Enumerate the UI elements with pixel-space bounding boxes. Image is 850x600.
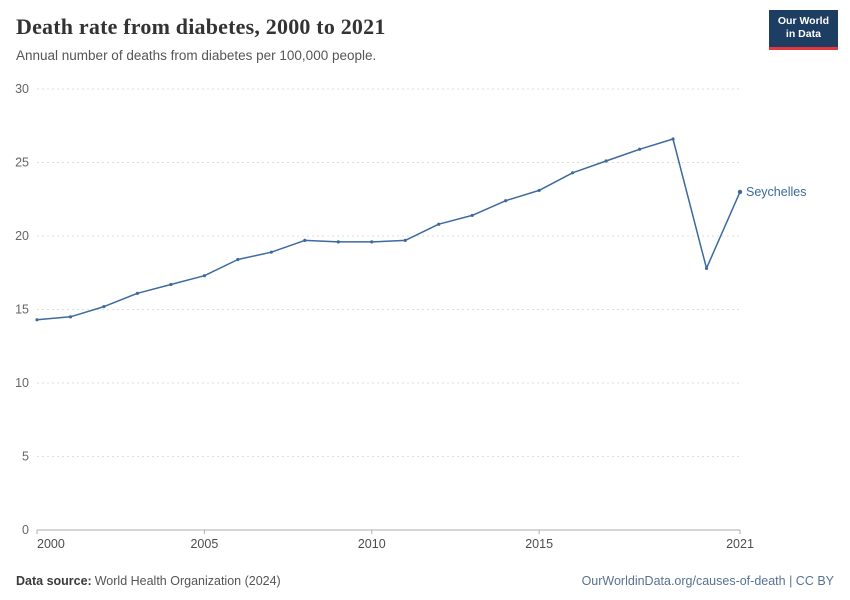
data-point xyxy=(437,222,441,226)
logo-line1: Our World xyxy=(777,15,829,27)
data-point xyxy=(671,137,675,141)
data-point xyxy=(236,257,240,262)
series-line xyxy=(36,138,741,321)
chart-footer: Data source: World Health Organization (2… xyxy=(16,574,834,588)
series-label: Seychelles xyxy=(746,185,806,199)
y-axis-label: 15 xyxy=(15,303,29,317)
data-point xyxy=(704,266,709,270)
data-source-value: World Health Organization (2024) xyxy=(94,574,281,588)
logo-line2: in Data xyxy=(785,28,821,40)
data-source-label: Data source: xyxy=(16,574,92,588)
y-axis-label: 30 xyxy=(15,82,29,96)
data-point xyxy=(604,159,608,163)
y-axis-label: 25 xyxy=(15,156,29,170)
data-point xyxy=(370,240,374,244)
data-point xyxy=(571,171,575,175)
series-end-marker xyxy=(737,189,743,195)
chart-subtitle: Annual number of deaths from diabetes pe… xyxy=(16,48,377,63)
x-axis-label: 2005 xyxy=(190,537,218,551)
chart-header: Death rate from diabetes, 2000 to 2021 A… xyxy=(16,14,760,63)
x-axis-label: 2000 xyxy=(37,537,65,551)
data-point xyxy=(202,274,206,278)
x-axis-label: 2021 xyxy=(726,537,754,551)
data-point xyxy=(303,238,307,243)
page-title: Death rate from diabetes, 2000 to 2021 xyxy=(16,14,386,39)
data-point xyxy=(102,304,106,309)
x-axis-label: 2015 xyxy=(525,537,553,551)
y-axis-label: 10 xyxy=(15,376,29,390)
data-point xyxy=(470,213,474,218)
data-point xyxy=(637,147,642,151)
owid-logo: Our World in Data xyxy=(768,10,838,50)
line-chart: 0 5 10 15 20 25 30 2000 2005 2010 2015 2021 Seychell… xyxy=(15,82,806,551)
y-axis-label: 5 xyxy=(22,450,29,464)
footer-citation-link[interactable]: OurWorldinData.org/causes-of-death | CC … xyxy=(581,574,834,588)
y-axis-label: 0 xyxy=(22,523,29,537)
data-point xyxy=(504,199,508,203)
data-point xyxy=(35,318,39,322)
data-point xyxy=(336,240,340,244)
x-axis-label: 2010 xyxy=(358,537,386,551)
data-point xyxy=(68,315,73,319)
data-point xyxy=(169,282,173,287)
data-source: Data source: World Health Organization (2… xyxy=(16,574,281,588)
y-axis-label: 20 xyxy=(15,229,29,243)
data-point xyxy=(537,188,541,193)
data-point xyxy=(135,291,140,295)
data-point xyxy=(403,238,407,243)
data-point xyxy=(269,250,273,254)
